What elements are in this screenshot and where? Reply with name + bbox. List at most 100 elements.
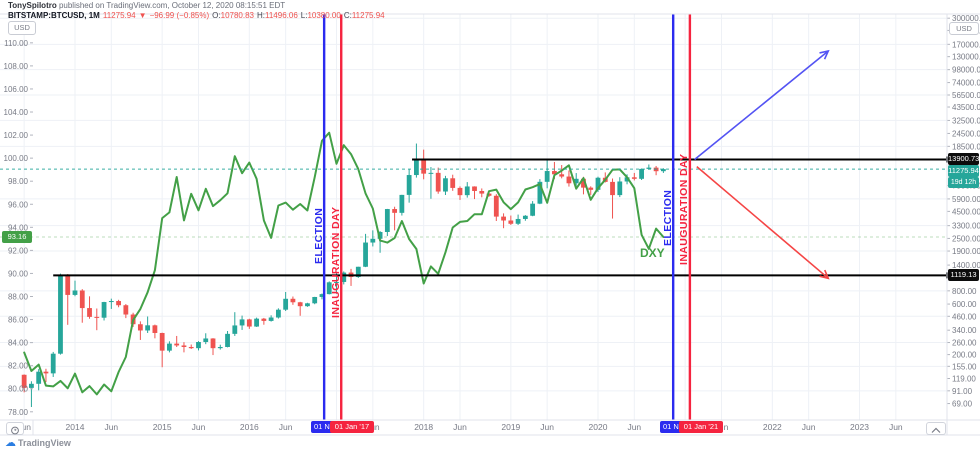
time-axis-label[interactable]: 2022	[763, 422, 782, 432]
time-axis-label[interactable]: 2016	[240, 422, 259, 432]
candle-body	[101, 302, 107, 318]
close-value: 11275.94	[351, 11, 385, 20]
header: TonySpilotro published on TradingView.co…	[8, 1, 388, 21]
candle-body	[581, 178, 586, 188]
candle-body	[646, 167, 652, 169]
left-axis-label: 86.00	[8, 316, 29, 325]
dxy-line[interactable]	[23, 131, 665, 396]
candle-body	[414, 159, 419, 176]
last-price-badge: 11275.94	[948, 165, 979, 177]
candle-body	[43, 371, 49, 374]
price-change: −96.99 (−0.85%)	[149, 11, 210, 20]
right-axis-label: 1400.00	[952, 261, 980, 270]
candle-body	[326, 282, 332, 295]
candle-body	[225, 333, 230, 347]
candle-body	[203, 338, 209, 343]
time-axis-label[interactable]: 2020	[589, 422, 608, 432]
time-axis-label[interactable]: 2014	[66, 422, 85, 432]
candle-body	[50, 353, 56, 374]
symbol-row: BITSTAMP:BTCUSD, 1M 11275.94 ▼ −96.99 (−0.8…	[8, 11, 388, 21]
time-axis-label[interactable]: Jun	[802, 422, 816, 432]
scroll-to-recent-button[interactable]	[926, 422, 946, 435]
candle-body	[159, 332, 165, 351]
low-value: 10380.00	[307, 11, 341, 20]
inauguration-2021-label[interactable]: INAUGURATION DAY	[678, 153, 691, 265]
direction-down-icon: ▼	[138, 11, 147, 20]
right-axis-label: 119.00	[952, 374, 976, 383]
right-axis-label: 260.00	[952, 339, 977, 348]
candle-body	[421, 159, 427, 174]
dxy-series-label[interactable]: DXY	[640, 246, 665, 260]
candle-body	[595, 177, 601, 190]
candle-body	[210, 338, 216, 349]
time-axis-label[interactable]: 2023	[850, 422, 869, 432]
right-axis-label: 43500.00	[952, 103, 980, 112]
candle-body	[573, 178, 579, 184]
right-axis-unit-chip[interactable]: USD	[949, 22, 979, 35]
candle-body	[137, 324, 143, 331]
candle-body	[508, 220, 514, 224]
candle-body	[275, 309, 281, 318]
timezone-clock-icon[interactable]	[6, 422, 24, 435]
candle-body	[406, 175, 412, 195]
candle-body	[152, 325, 158, 333]
time-axis-label[interactable]: 2018	[414, 422, 433, 432]
candle-body	[334, 281, 339, 283]
right-axis-label: 1900.00	[952, 247, 980, 256]
time-axis-label[interactable]: 2015	[153, 422, 172, 432]
candle-body	[377, 231, 383, 239]
time-axis-label[interactable]: Jun	[540, 422, 554, 432]
time-axis-label[interactable]: Jun	[889, 422, 903, 432]
candle-body	[544, 171, 550, 182]
left-axis-label: 78.00	[8, 408, 29, 417]
open-value: 10780.83	[220, 11, 254, 20]
time-axis-label[interactable]: 2019	[501, 422, 520, 432]
candle-body	[464, 186, 470, 196]
time-axis-label[interactable]: Jun	[192, 422, 206, 432]
candle-body	[559, 174, 565, 177]
candle-body	[174, 343, 180, 346]
candle-body	[363, 242, 368, 267]
candle-body	[530, 203, 536, 216]
time-axis-label[interactable]: Jun	[627, 422, 641, 432]
time-axis-label[interactable]: Jun	[279, 422, 293, 432]
upper-level-price-badge: 13900.73	[948, 153, 979, 165]
candle-body	[537, 181, 543, 204]
bullish-arrow[interactable]	[694, 50, 829, 161]
time-axis-label[interactable]: Jun	[104, 422, 118, 432]
election-2016-label[interactable]: ELECTION	[312, 207, 325, 264]
left-axis-label: 108.00	[4, 62, 29, 71]
tradingview-logo[interactable]: ☁ TradingView	[5, 436, 71, 449]
candle-body	[217, 346, 223, 349]
right-axis-label: 155.00	[952, 362, 977, 371]
inauguration-2021-date-badge: 01 Jan '21	[679, 421, 723, 433]
candle-body	[21, 374, 27, 388]
high-label: H:	[257, 11, 265, 20]
candle-body	[167, 343, 172, 351]
open-label: O:	[212, 11, 221, 20]
bearish-arrow[interactable]	[696, 166, 829, 279]
candle-body	[384, 209, 390, 232]
inauguration-2017-label[interactable]: INAUGURATION DAY	[329, 206, 342, 318]
right-axis-label: 91.00	[952, 387, 973, 396]
election-2020-label[interactable]: ELECTION	[661, 189, 674, 246]
candle-body	[29, 383, 34, 388]
candle-body	[450, 178, 456, 188]
arrow-head	[819, 269, 830, 280]
arrow-head	[819, 49, 830, 60]
chevron-up-icon	[931, 427, 941, 433]
left-axis-label: 82.00	[8, 362, 29, 371]
right-axis-label: 3300.00	[952, 222, 980, 231]
left-axis-unit-chip[interactable]: USD	[8, 21, 36, 35]
candle-body	[305, 303, 310, 307]
candle-body	[319, 294, 325, 297]
byline: TonySpilotro published on TradingView.co…	[8, 1, 388, 11]
time-axis-label[interactable]: Jun	[453, 422, 467, 432]
candle-body	[624, 177, 630, 182]
candle-body	[116, 301, 121, 306]
candle-body	[79, 290, 85, 309]
left-axis-label: 88.00	[8, 292, 29, 301]
time-axis-label[interactable]: Jun	[17, 422, 31, 432]
